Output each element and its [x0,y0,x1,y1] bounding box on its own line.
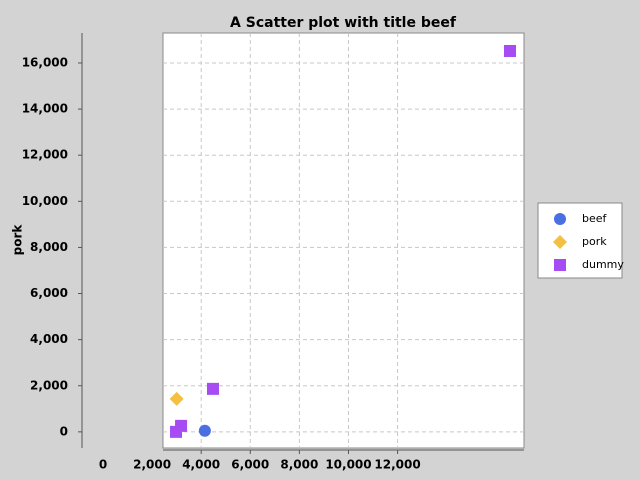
y-tick-label: 6,000 [30,286,68,300]
legend-marker [554,213,566,225]
chart-title: A Scatter plot with title beef [230,15,457,31]
y-tick-label: 16,000 [22,55,68,69]
x-tick-label: 2,000 [133,458,171,472]
point [198,424,211,437]
y-tick-label: 4,000 [30,332,68,346]
legend-marker [553,235,567,249]
y-axis-label: pork [11,224,25,256]
y-tick-label: 14,000 [22,102,68,116]
y-tick-label: 2,000 [30,378,68,392]
x-tick-label: 4,000 [182,458,220,472]
legend-label: beef [582,212,608,225]
legend-label: pork [582,235,607,248]
y-tick-label: 12,000 [22,148,68,162]
x-tick-label: 12,000 [374,458,420,472]
point [206,382,219,395]
legend-marker [554,259,566,271]
x-tick-label: 10,000 [325,458,371,472]
point [169,391,184,406]
x-tick-label: 6,000 [231,458,269,472]
plot-area [162,32,525,449]
y-tick-label: 8,000 [30,240,68,254]
x-tick-label: 8,000 [280,458,318,472]
y-tick-label: 0 [60,424,68,438]
point [504,44,517,57]
x-tick-label: 0 [99,458,107,472]
point [175,419,188,432]
legend-label: dummy [582,258,624,271]
legend-box [537,202,623,279]
y-tick-label: 10,000 [22,194,68,208]
